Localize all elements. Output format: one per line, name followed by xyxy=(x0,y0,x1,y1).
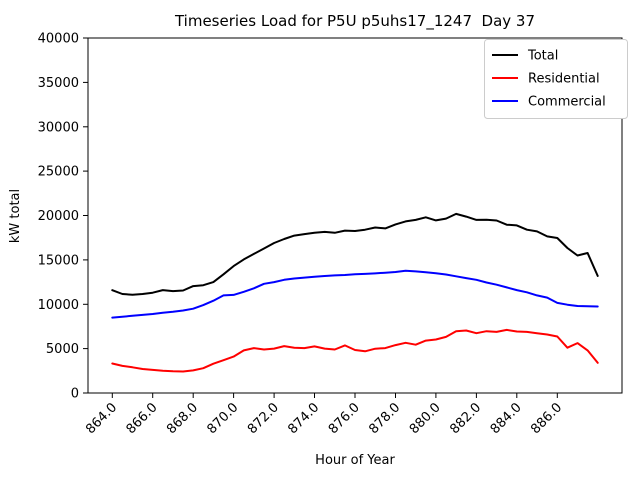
x-tick-label: 864.0 xyxy=(83,400,120,437)
x-tick-label: 884.0 xyxy=(488,400,525,437)
x-tick-label: 880.0 xyxy=(407,400,444,437)
legend-label-residential: Residential xyxy=(528,72,600,87)
series-line-total xyxy=(111,212,599,296)
x-tick-label: 868.0 xyxy=(164,400,201,437)
legend-box xyxy=(484,39,628,119)
x-axis-ticks: 864.0 866.0 868.0 870.0 872.0 874.0 876.0 878.0… xyxy=(83,393,565,437)
chart-title: Timeseries Load for P5U p5uhs17_1247 Day… xyxy=(174,12,535,31)
x-tick-label: 882.0 xyxy=(447,400,484,437)
x-tick-label: 878.0 xyxy=(366,400,403,437)
x-axis-label: Hour of Year xyxy=(315,453,395,468)
x-tick-label: 874.0 xyxy=(285,400,322,437)
y-axis-label: kW total xyxy=(8,189,23,243)
x-tick-label: 876.0 xyxy=(326,400,363,437)
x-tick-label: 866.0 xyxy=(124,400,161,437)
y-tick-label: 30000 xyxy=(38,120,79,135)
legend-label-total: Total xyxy=(527,49,558,64)
y-tick-label: 40000 xyxy=(38,32,79,47)
x-tick-label: 872.0 xyxy=(245,400,282,437)
y-axis-ticks: 0 5000 10000 15000 20000 25000 30000 35000 40000 xyxy=(38,32,88,402)
y-tick-label: 5000 xyxy=(46,342,79,357)
y-tick-label: 0 xyxy=(71,387,79,402)
series-line-commercial xyxy=(111,269,599,319)
x-tick-label: 886.0 xyxy=(528,400,565,437)
y-tick-label: 15000 xyxy=(38,253,79,268)
y-tick-label: 10000 xyxy=(38,298,79,313)
legend: Total Residential Commercial xyxy=(484,39,628,119)
y-tick-label: 20000 xyxy=(38,209,79,224)
x-tick-label: 870.0 xyxy=(205,400,242,437)
y-tick-label: 25000 xyxy=(38,165,79,180)
series-lines xyxy=(111,212,599,373)
series-line-residential xyxy=(111,328,599,373)
y-tick-label: 35000 xyxy=(38,76,79,91)
legend-label-commercial: Commercial xyxy=(528,95,606,110)
